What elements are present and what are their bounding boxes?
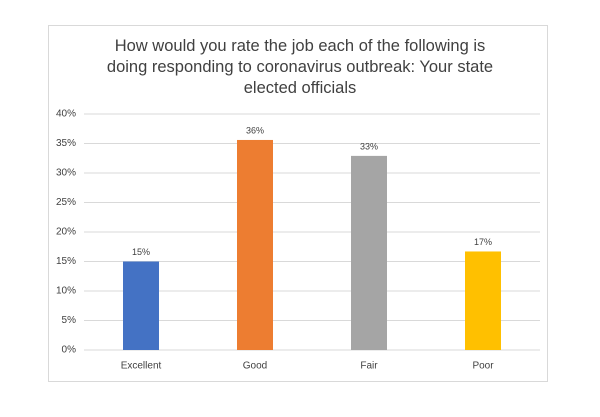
data-label: 17% [474, 237, 492, 247]
chart-title: How would you rate the job each of the f… [106, 37, 494, 97]
y-tick-label: 40% [56, 109, 76, 120]
bar [351, 155, 387, 350]
y-tick-label: 30% [56, 168, 76, 179]
bar [465, 251, 501, 350]
bar [123, 261, 159, 350]
x-tick-label: Excellent [121, 361, 162, 372]
data-label: 33% [360, 141, 378, 151]
y-tick-label: 35% [56, 138, 76, 149]
y-tick-label: 5% [62, 315, 77, 326]
x-tick-label: Fair [360, 361, 378, 372]
y-tick-label: 15% [56, 256, 76, 267]
bar [237, 139, 273, 350]
x-tick-label: Poor [472, 361, 494, 372]
y-tick-label: 0% [62, 345, 77, 356]
y-tick-label: 10% [56, 286, 76, 297]
x-tick-label: Good [243, 361, 267, 372]
y-tick-label: 25% [56, 197, 76, 208]
y-tick-label: 20% [56, 227, 76, 238]
data-label: 15% [132, 247, 150, 257]
chart-frame [48, 25, 548, 382]
data-label: 36% [246, 125, 264, 135]
